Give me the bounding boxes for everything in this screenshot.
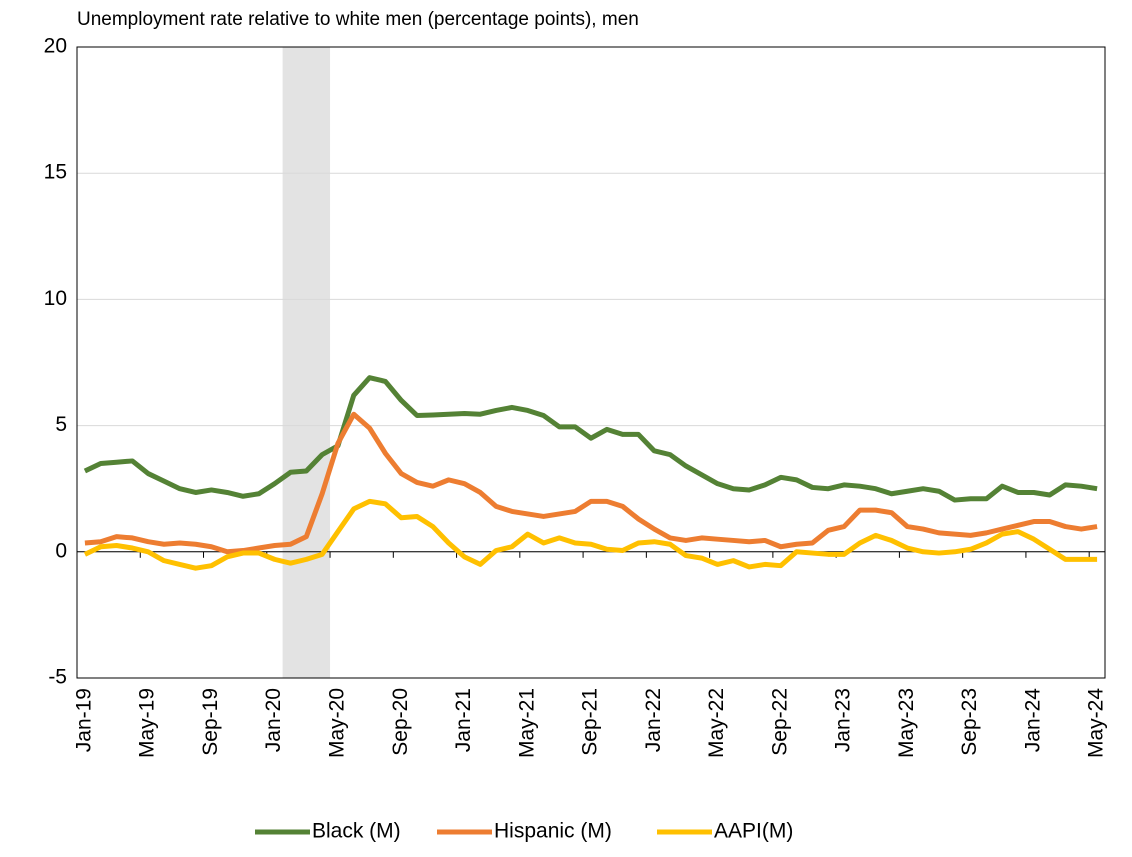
y-tick-label: 5 xyxy=(55,413,67,436)
chart-title: Unemployment rate relative to white men … xyxy=(77,9,639,30)
x-tick-label: Jan-19 xyxy=(72,688,95,752)
x-tick-label: May-20 xyxy=(326,688,349,758)
y-tick-label: 15 xyxy=(44,161,67,184)
x-tick-label: May-22 xyxy=(705,688,728,758)
y-tick-label: 0 xyxy=(55,539,67,562)
x-tick-label: Jan-21 xyxy=(452,688,475,752)
x-tick-label: Jan-23 xyxy=(832,688,855,752)
y-tick-label: 10 xyxy=(44,287,67,310)
data-line xyxy=(83,498,1098,571)
data-line xyxy=(84,411,1098,555)
legend-label: Black (M) xyxy=(312,820,401,843)
data-line xyxy=(83,375,1098,503)
x-tick-label: May-24 xyxy=(1085,688,1108,758)
recession-shade xyxy=(282,47,331,678)
x-tick-label: Sep-19 xyxy=(199,688,222,756)
x-tick-label: Sep-21 xyxy=(579,688,602,756)
x-tick-label: Sep-20 xyxy=(389,688,412,756)
y-tick-label: 20 xyxy=(44,35,67,58)
legend-label: Hispanic (M) xyxy=(494,820,612,843)
x-tick-label: Sep-23 xyxy=(958,688,981,756)
x-tick-label: Jan-24 xyxy=(1021,688,1044,753)
x-tick-label: May-19 xyxy=(136,688,159,758)
x-tick-label: May-21 xyxy=(515,688,538,758)
x-tick-label: Jan-20 xyxy=(262,688,285,752)
x-tick-label: May-23 xyxy=(895,688,918,758)
x-tick-label: Sep-22 xyxy=(768,688,791,756)
y-tick-label: -5 xyxy=(48,666,67,689)
plot-border xyxy=(76,46,1106,679)
legend-label: AAPI(M) xyxy=(714,820,793,843)
x-tick-label: Jan-22 xyxy=(642,688,665,752)
